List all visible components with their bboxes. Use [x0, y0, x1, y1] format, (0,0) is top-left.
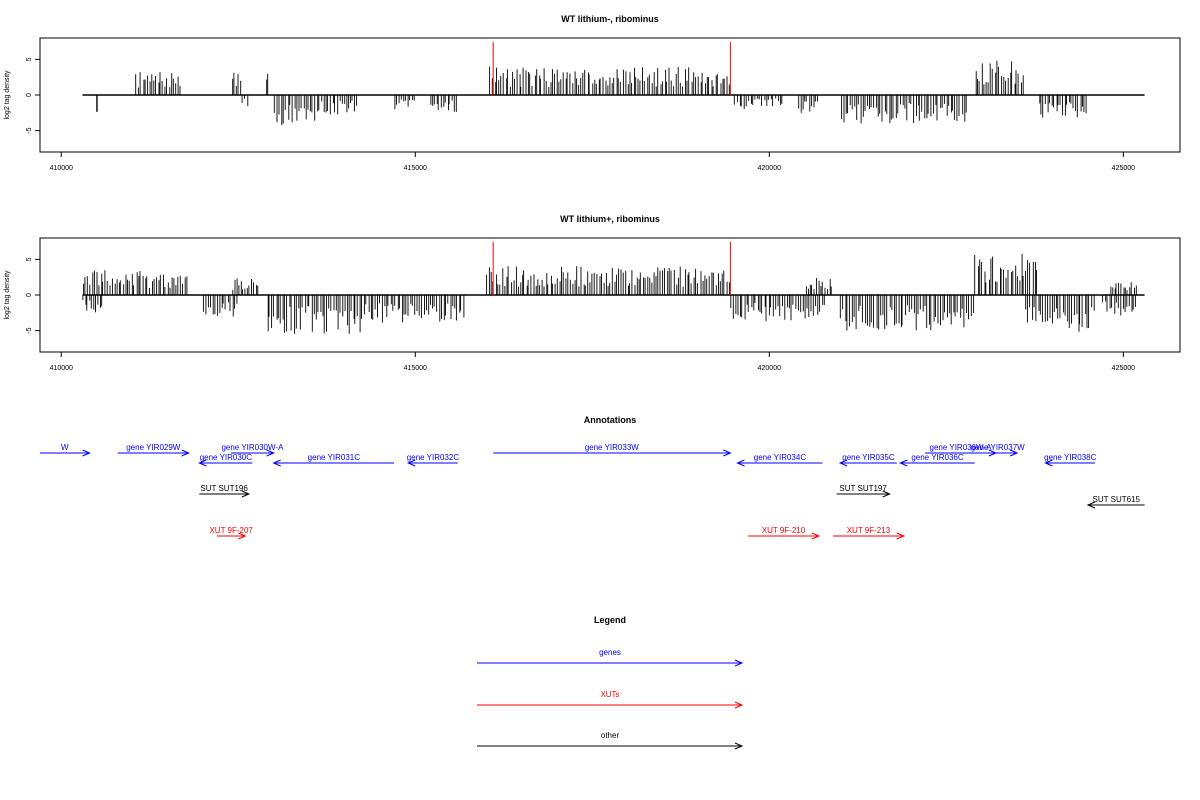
xut-label: XUT 9F-207	[209, 526, 253, 535]
gene-arrow	[899, 459, 975, 467]
xut-arrow	[217, 532, 247, 540]
arrow-head	[1009, 449, 1019, 457]
other-label: SUT SUT197	[839, 484, 887, 493]
gene-arrow	[736, 459, 823, 467]
density-bars	[82, 253, 1137, 334]
xut-arrow	[748, 532, 821, 540]
x-tick-label: 420000	[758, 365, 781, 372]
other-label: SUT SUT196	[200, 484, 248, 493]
gene-arrow	[838, 459, 897, 467]
arrow-head	[1044, 459, 1053, 467]
other-arrow	[836, 490, 891, 498]
x-tick-label: 415000	[404, 365, 427, 372]
arrow-head	[811, 532, 821, 540]
gene-label: gene YIR036W-A	[930, 443, 993, 452]
legend-arrow	[477, 659, 744, 667]
x-tick-label: 410000	[50, 365, 73, 372]
xut-arrow	[833, 532, 906, 540]
annotations-title: Annotations	[584, 415, 637, 425]
gene-arrow	[493, 449, 732, 457]
gene-arrow	[1044, 459, 1096, 467]
y-tick-label: -5	[26, 327, 33, 333]
chart-panel-1: WT lithium-, ribominus -5 0 5 log2 tag densi…	[4, 14, 1181, 172]
x-tick-label: 420000	[758, 165, 781, 172]
gene-label: gene YIR033W	[585, 443, 640, 452]
x-tick-label: 425000	[1112, 165, 1135, 172]
y-tick-label: 0	[26, 93, 33, 97]
gene-label: gene YIR032C	[407, 453, 460, 462]
arrow-head	[723, 449, 732, 457]
chart-title: WT lithium-, ribominus	[561, 14, 659, 24]
gene-arrow	[231, 449, 275, 457]
legend-item-label: XUTs	[600, 690, 619, 699]
x-tick-label: 425000	[1112, 365, 1135, 372]
gene-arrow	[272, 459, 395, 467]
legend-item-label: other	[601, 731, 620, 740]
gene-label: gene YIR036C	[911, 453, 964, 462]
arrow-head	[406, 459, 416, 467]
gene-arrow	[117, 449, 190, 457]
gene-label: gene YIR037W	[971, 443, 1026, 452]
x-tick-label: 415000	[404, 165, 427, 172]
x-tick-label: 410000	[50, 165, 73, 172]
y-axis-label: log2 tag density	[4, 70, 11, 120]
other-arrow	[1086, 501, 1145, 509]
other-arrow	[199, 490, 251, 498]
arrow-head	[198, 459, 207, 467]
arrow-head	[734, 701, 744, 709]
legend-arrow	[477, 701, 744, 709]
y-tick-label: 5	[26, 57, 33, 61]
arrow-head	[1086, 501, 1096, 509]
arrow-head	[899, 459, 908, 467]
gene-arrow	[40, 449, 91, 457]
arrow-head	[181, 449, 190, 457]
xut-label: XUT 9F-213	[847, 526, 891, 535]
chart-title: WT lithium+, ribominus	[560, 214, 660, 224]
gene-label: gene YIR035C	[842, 453, 895, 462]
gene-label: gene YIR031C	[308, 453, 361, 462]
gene-label: gene YIR030C	[200, 453, 253, 462]
gene-label: W	[61, 443, 69, 452]
arrow-head	[896, 532, 906, 540]
arrow-head	[82, 449, 91, 457]
y-tick-label: 5	[26, 257, 33, 261]
xut-label: XUT 9F-210	[762, 526, 806, 535]
other-label: SUT SUT615	[1093, 495, 1141, 504]
arrow-head	[238, 532, 247, 540]
arrow-head	[272, 459, 281, 467]
arrow-head	[838, 459, 848, 467]
y-axis-label: log2 tag density	[4, 270, 11, 320]
gene-label: gene YIR030W-A	[221, 443, 284, 452]
gene-arrow	[198, 459, 253, 467]
arrow-head	[736, 459, 745, 467]
chart-panel-2: WT lithium+, ribominus -5 0 5 log2 tag densi…	[4, 214, 1181, 372]
legend-title: Legend	[594, 615, 626, 625]
arrow-head	[882, 490, 891, 498]
gene-label: gene YIR038C	[1044, 453, 1097, 462]
legend: Legend genes XUTs other	[477, 615, 744, 750]
legend-arrow	[477, 742, 744, 750]
arrow-head	[734, 742, 744, 750]
y-tick-label: -5	[26, 127, 33, 133]
gene-label: gene YIR029W	[126, 443, 181, 452]
arrow-head	[734, 659, 744, 667]
arrow-head	[266, 449, 275, 457]
density-bars	[96, 60, 1087, 126]
gene-arrow	[978, 449, 1019, 457]
gene-arrow	[406, 459, 458, 467]
arrow-head	[241, 490, 251, 498]
gene-label: gene YIR034C	[754, 453, 807, 462]
y-tick-label: 0	[26, 293, 33, 297]
legend-item-label: genes	[599, 648, 621, 657]
